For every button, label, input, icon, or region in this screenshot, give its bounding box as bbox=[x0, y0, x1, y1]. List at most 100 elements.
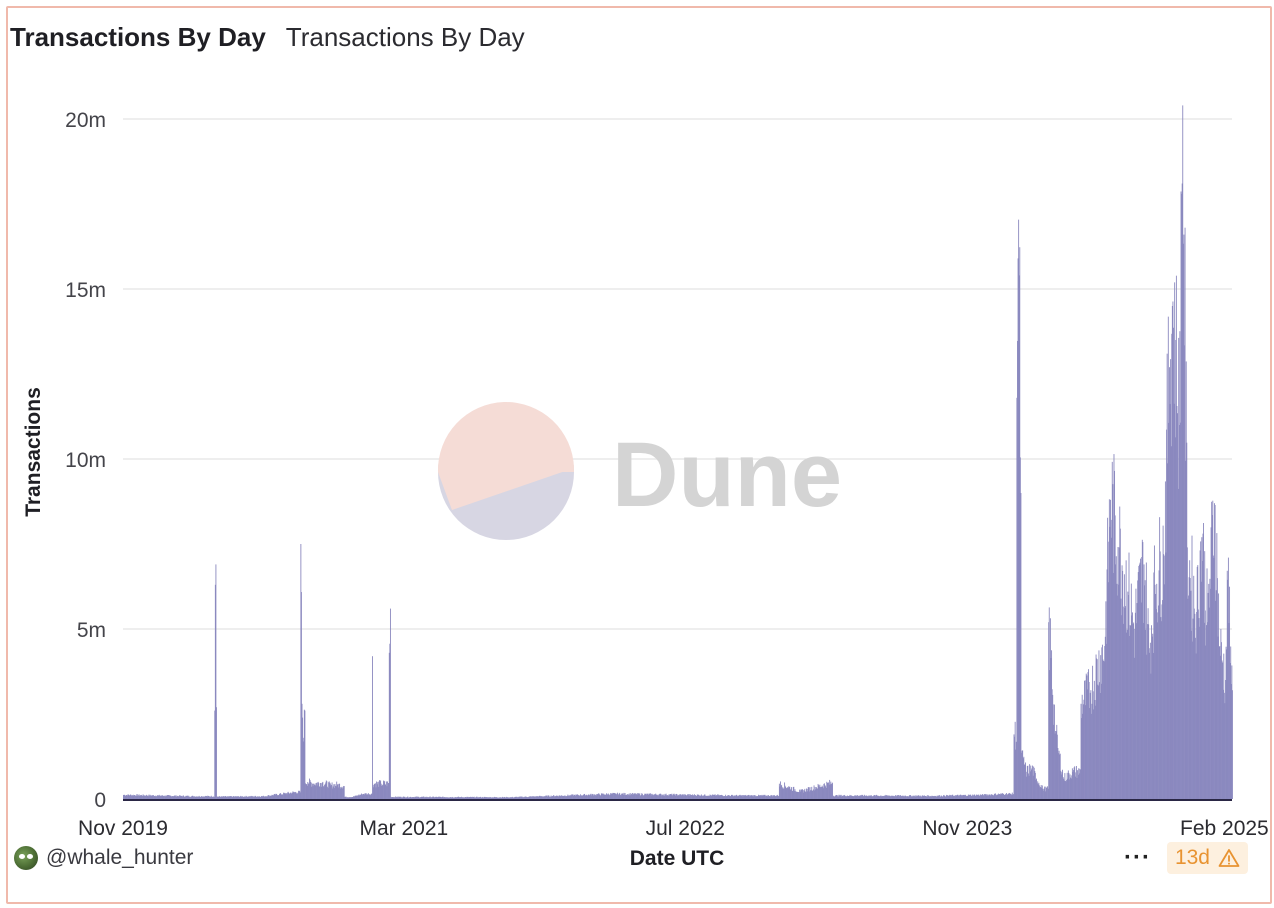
bar bbox=[127, 795, 128, 799]
bar bbox=[576, 794, 577, 799]
bar bbox=[1001, 793, 1003, 799]
bar bbox=[135, 795, 137, 799]
bar bbox=[214, 584, 216, 799]
bar bbox=[796, 791, 798, 799]
bar bbox=[600, 795, 602, 799]
bar bbox=[706, 795, 708, 799]
bar bbox=[968, 795, 970, 799]
bar bbox=[1017, 340, 1018, 799]
bar bbox=[859, 795, 861, 799]
bar bbox=[203, 796, 205, 799]
bar bbox=[883, 795, 885, 799]
bar bbox=[444, 797, 446, 799]
bar bbox=[123, 794, 125, 799]
bar bbox=[1125, 606, 1126, 799]
bar bbox=[934, 796, 936, 799]
more-options-button[interactable]: ··· bbox=[1123, 844, 1151, 871]
bar bbox=[1021, 752, 1022, 799]
bar bbox=[398, 797, 399, 799]
bar bbox=[657, 794, 659, 799]
bar bbox=[851, 796, 853, 799]
bar bbox=[1169, 367, 1170, 799]
bar bbox=[555, 795, 557, 799]
bar bbox=[454, 797, 456, 799]
bar bbox=[1228, 623, 1230, 799]
bar bbox=[413, 797, 415, 799]
data-freshness-badge[interactable]: 13d bbox=[1166, 842, 1248, 874]
bar bbox=[196, 796, 198, 799]
bar bbox=[442, 796, 443, 799]
bar bbox=[1022, 750, 1024, 799]
bar bbox=[333, 788, 335, 799]
author[interactable]: @whale_hunter bbox=[14, 846, 193, 870]
bar bbox=[487, 797, 488, 799]
bar bbox=[418, 797, 420, 799]
bar bbox=[1104, 646, 1106, 799]
bar bbox=[343, 786, 345, 799]
bar bbox=[688, 795, 690, 799]
bar bbox=[1078, 768, 1080, 799]
bar bbox=[227, 796, 229, 799]
bar bbox=[138, 795, 139, 799]
bar bbox=[1063, 780, 1065, 799]
bar bbox=[1122, 570, 1124, 799]
bar bbox=[886, 795, 888, 799]
bar bbox=[433, 796, 435, 799]
bar bbox=[971, 795, 973, 799]
bar bbox=[693, 794, 695, 799]
bar bbox=[763, 795, 765, 799]
bar bbox=[523, 797, 525, 799]
bar bbox=[155, 796, 157, 799]
bar bbox=[329, 782, 331, 799]
chart-card bbox=[6, 6, 1272, 904]
bar bbox=[964, 794, 966, 799]
bar bbox=[711, 794, 713, 799]
bar bbox=[952, 794, 954, 799]
author-username[interactable]: @whale_hunter bbox=[46, 846, 194, 869]
bar bbox=[758, 794, 760, 799]
bar bbox=[1060, 770, 1062, 799]
bar bbox=[338, 783, 340, 799]
bar bbox=[815, 789, 817, 799]
bar bbox=[882, 795, 884, 799]
bar bbox=[530, 796, 532, 799]
bar bbox=[341, 786, 343, 799]
bar bbox=[202, 796, 204, 799]
bar bbox=[797, 792, 799, 799]
bar bbox=[327, 786, 328, 799]
bar bbox=[209, 796, 211, 799]
bar bbox=[547, 796, 549, 799]
bar bbox=[656, 794, 658, 799]
bar bbox=[915, 795, 917, 799]
bar bbox=[235, 796, 237, 799]
bar bbox=[1179, 422, 1181, 799]
bar bbox=[356, 795, 358, 799]
bar bbox=[838, 794, 840, 799]
bar bbox=[919, 795, 921, 799]
bar bbox=[1082, 704, 1084, 799]
bar bbox=[661, 794, 663, 799]
bar bbox=[915, 796, 917, 799]
bar bbox=[1125, 560, 1127, 799]
bar bbox=[667, 795, 669, 799]
bar bbox=[1086, 689, 1088, 799]
bar bbox=[495, 797, 497, 799]
bar bbox=[169, 795, 171, 799]
bar bbox=[296, 793, 298, 799]
bar bbox=[140, 795, 142, 799]
bar bbox=[1016, 397, 1018, 799]
bar bbox=[436, 796, 438, 799]
bar bbox=[1064, 780, 1066, 799]
bar bbox=[1148, 652, 1150, 799]
bar bbox=[904, 795, 906, 799]
bar bbox=[1224, 703, 1226, 799]
bar bbox=[871, 796, 873, 799]
bar bbox=[389, 608, 391, 799]
bar bbox=[1044, 791, 1046, 799]
bar bbox=[873, 794, 875, 799]
bar bbox=[636, 793, 638, 799]
bar bbox=[1085, 673, 1087, 799]
bar bbox=[1090, 690, 1092, 799]
bar bbox=[465, 797, 467, 799]
